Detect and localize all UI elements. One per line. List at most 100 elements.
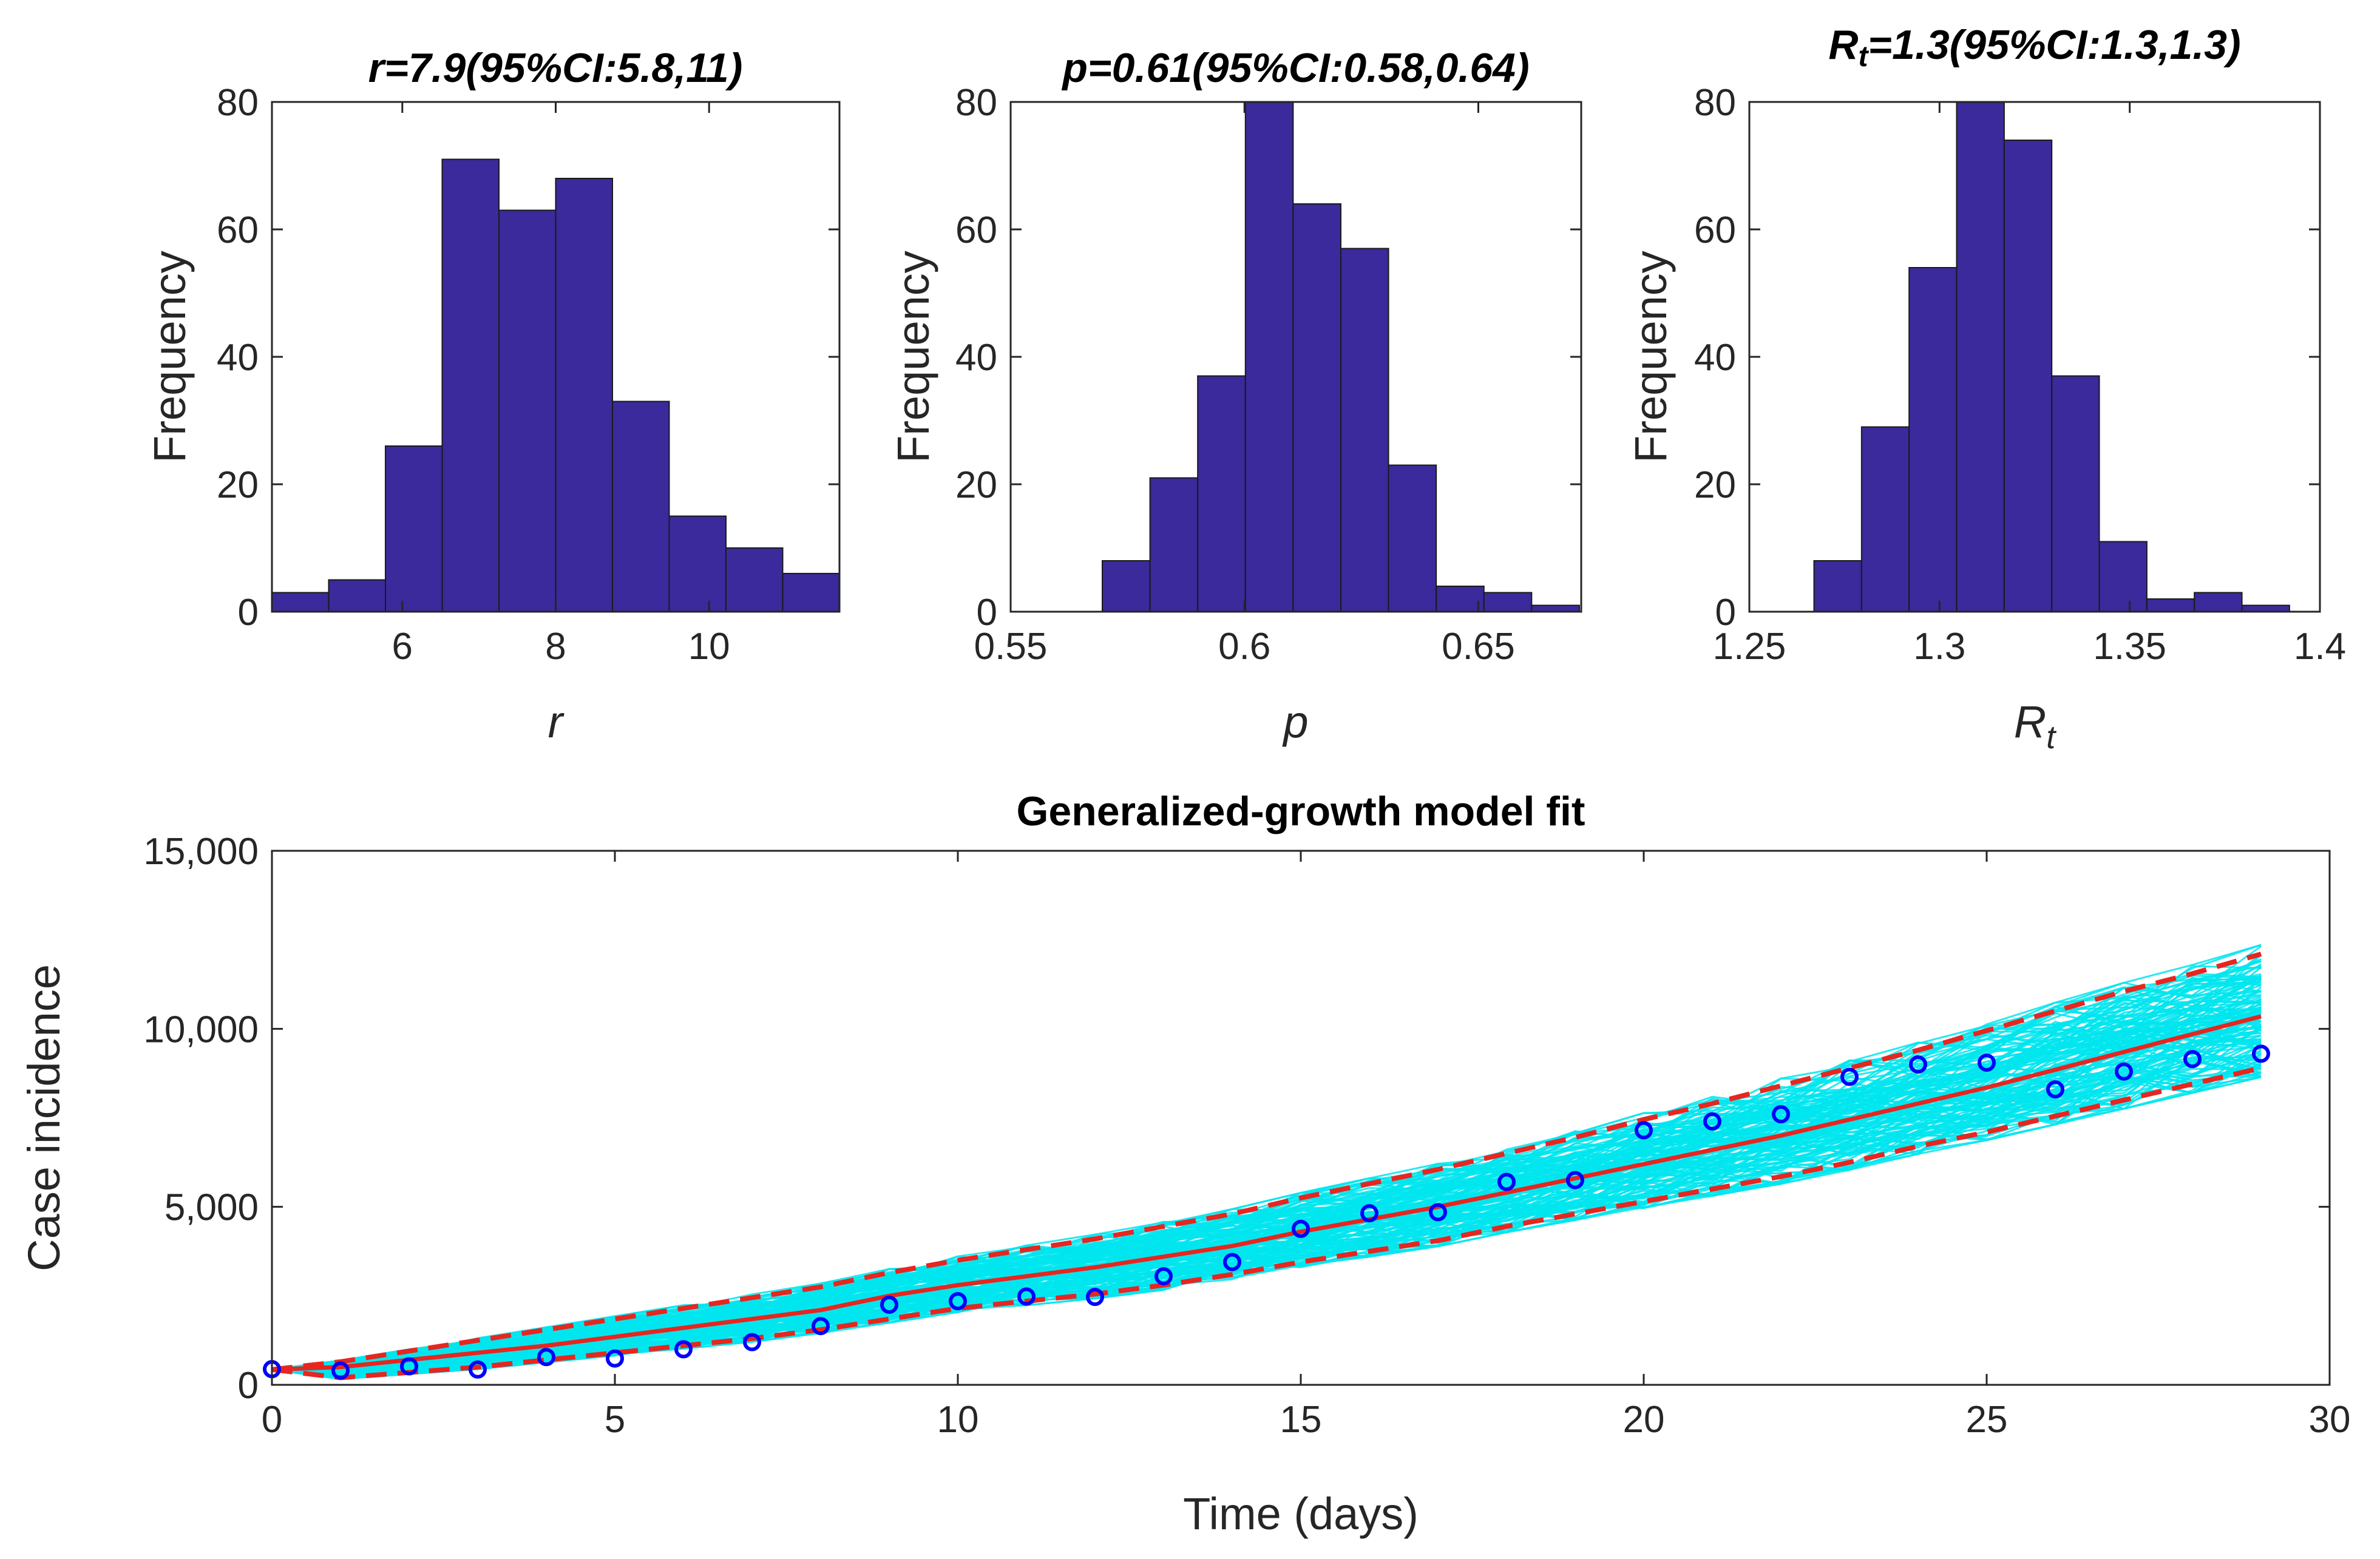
growth-fit-observed-point: [2252, 1044, 2270, 1063]
growth-fit-model-fit-line: [271, 1014, 2262, 1372]
growth-fit-ytick-label: 0: [238, 1365, 259, 1407]
histogram-p-title: p=0.61(95%CI:0.58,0.64): [1061, 45, 1529, 91]
histogram-p-ytick-label: 60: [955, 209, 997, 251]
histogram-rt-ticks: 1.25 1.3 1.35 1.4 0 20 40 60 80: [1694, 82, 2346, 668]
histogram-r-ticks: 6 8 10 0 20 40 60 80: [217, 82, 839, 668]
histogram-rt-xtick-label: 1.3: [1913, 626, 1965, 668]
histogram-r-ytick-label: 20: [217, 464, 259, 506]
growth-fit-observed-point: [1772, 1105, 1790, 1124]
histogram-p-bar: [1102, 560, 1151, 612]
growth-fit-observed-point: [1429, 1203, 1447, 1222]
histogram-p-ytick-label: 0: [977, 592, 997, 634]
histogram-r: 6 8 10 0 20 40 60 80 r=7.9(95%CI:5.8,11) r Freq…: [144, 45, 841, 747]
histogram-p-ytick-label: 20: [955, 464, 997, 506]
histogram-p-bar: [1149, 477, 1199, 612]
growth-fit-observed-point: [1360, 1204, 1378, 1223]
histogram-p-ylabel: Frequency: [888, 251, 938, 463]
growth-fit-ylabel: Case incidence: [19, 964, 69, 1271]
histogram-r-ytick-label: 60: [217, 209, 259, 251]
histogram-p-bar: [1436, 586, 1485, 612]
growth-fit-ensemble-line: [271, 1020, 2262, 1375]
growth-fit-xtick-label: 20: [1623, 1399, 1665, 1441]
growth-fit-ticks: 0 5 10 15 20 25 30 0 5,000 10,000 15,000: [143, 831, 2350, 1441]
histogram-rt-bar: [2146, 598, 2195, 612]
growth-fit-xtick-label: 15: [1280, 1399, 1322, 1441]
growth-fit-observed-point: [331, 1361, 350, 1380]
growth-fit-xtick-label: 25: [1966, 1399, 2008, 1441]
histogram-p-xtick-label: 0.65: [1442, 626, 1515, 668]
growth-fit-observed-point: [400, 1357, 418, 1376]
histogram-p-bar: [1244, 101, 1294, 612]
histogram-r-bar: [271, 592, 330, 612]
histogram-rt-bar: [2098, 541, 2148, 612]
growth-fit-ytick-label: 5,000: [164, 1187, 259, 1229]
histogram-r-xtick-label: 6: [392, 626, 413, 668]
histogram-r-xtick-label: 8: [545, 626, 566, 668]
histogram-r-bar: [725, 547, 784, 612]
histogram-rt-bar: [1956, 101, 2005, 612]
histogram-r-bar: [555, 178, 613, 612]
histogram-r-bar: [498, 209, 557, 612]
histogram-rt-xlabel: Rt: [2014, 697, 2056, 756]
growth-fit-observed-point: [1497, 1172, 1516, 1191]
histogram-rt-ytick-label: 0: [1715, 592, 1736, 634]
growth-fit-observed-point: [743, 1333, 761, 1351]
histogram-rt-title-main: R: [1828, 22, 1858, 68]
growth-fit-xtick-label: 5: [605, 1399, 625, 1441]
growth-fit-xtick-label: 0: [262, 1399, 282, 1441]
histogram-r-xlabel: r: [548, 697, 565, 747]
histogram-rt-bar: [1860, 426, 1910, 612]
growth-fit-95-pi-upper-line: [271, 952, 2262, 1372]
histogram-p: 0.55 0.6 0.65 0 20 40 60 80 p=0.61(95%CI:0.58,0…: [888, 45, 1582, 747]
histogram-r-bar: [385, 445, 443, 612]
growth-fit-observed-point: [1017, 1287, 1036, 1306]
histogram-r-bars: [271, 158, 840, 612]
histogram-rt-ylabel: Frequency: [1626, 251, 1676, 463]
histogram-r-bar: [612, 401, 670, 612]
growth-fit-observed-point: [812, 1317, 830, 1336]
growth-fit-observed-point: [1703, 1112, 1721, 1131]
growth-fit-ensemble-line: [271, 958, 2262, 1371]
growth-fit-observed-point: [2046, 1080, 2064, 1099]
histogram-p-bars: [1102, 101, 1580, 612]
histogram-rt-ytick-label: 20: [1694, 464, 1736, 506]
histogram-rt-bar: [2241, 604, 2290, 612]
growth-fit-observed-point: [606, 1349, 624, 1368]
histogram-rt-title-rest: =1.3(95%CI:1.3,1.3): [1868, 22, 2240, 68]
histogram-r-bar: [328, 579, 386, 612]
growth-fit-observed-point: [1086, 1288, 1104, 1307]
histogram-rt-xlabel-sub: t: [2046, 719, 2056, 756]
growth-fit-observed-point: [1566, 1171, 1584, 1189]
histogram-p-bar: [1197, 375, 1246, 612]
histogram-r-title: r=7.9(95%CI:5.8,11): [368, 45, 743, 91]
histogram-rt-xtick-label: 1.4: [2294, 626, 2346, 668]
growth-fit-observed-point: [1292, 1220, 1310, 1239]
growth-fit-ensemble-line: [271, 1003, 2262, 1371]
growth-fit-lines: [271, 952, 2262, 1381]
histogram-p-bar: [1531, 604, 1580, 612]
growth-fit-title: Generalized-growth model fit: [1017, 788, 1585, 834]
growth-fit-observed-point: [1223, 1253, 1241, 1271]
histogram-rt-title: Rt=1.3(95%CI:1.3,1.3): [1828, 22, 2240, 73]
growth-fit-ytick-label: 15,000: [143, 831, 259, 873]
growth-fit-observed-point: [674, 1340, 693, 1359]
histogram-p-bar: [1483, 592, 1533, 612]
growth-fit-plot: 0 5 10 15 20 25 30 0 5,000 10,000 15,000 Generaliz…: [19, 788, 2350, 1539]
histogram-r-ytick-label: 0: [238, 592, 259, 634]
growth-fit-xlabel: Time (days): [1183, 1489, 1419, 1539]
histogram-r-bar: [441, 158, 500, 612]
growth-fit-observed-point: [2115, 1062, 2133, 1081]
histogram-rt-bar: [1908, 267, 1958, 612]
histogram-r-ytick-label: 40: [217, 337, 259, 379]
histogram-rt-xlabel-main: R: [2014, 697, 2046, 747]
histogram-rt-ytick-label: 40: [1694, 337, 1736, 379]
histogram-rt-xtick-label: 1.25: [1713, 626, 1786, 668]
histogram-p-ticks: 0.55 0.6 0.65 0 20 40 60 80: [955, 82, 1581, 668]
histogram-rt-ytick-label: 80: [1694, 82, 1736, 124]
histogram-r-bar: [668, 515, 727, 612]
histogram-r-ylabel: Frequency: [144, 251, 195, 463]
growth-fit-markers: [263, 1044, 2270, 1380]
histogram-p-ytick-label: 80: [955, 82, 997, 124]
